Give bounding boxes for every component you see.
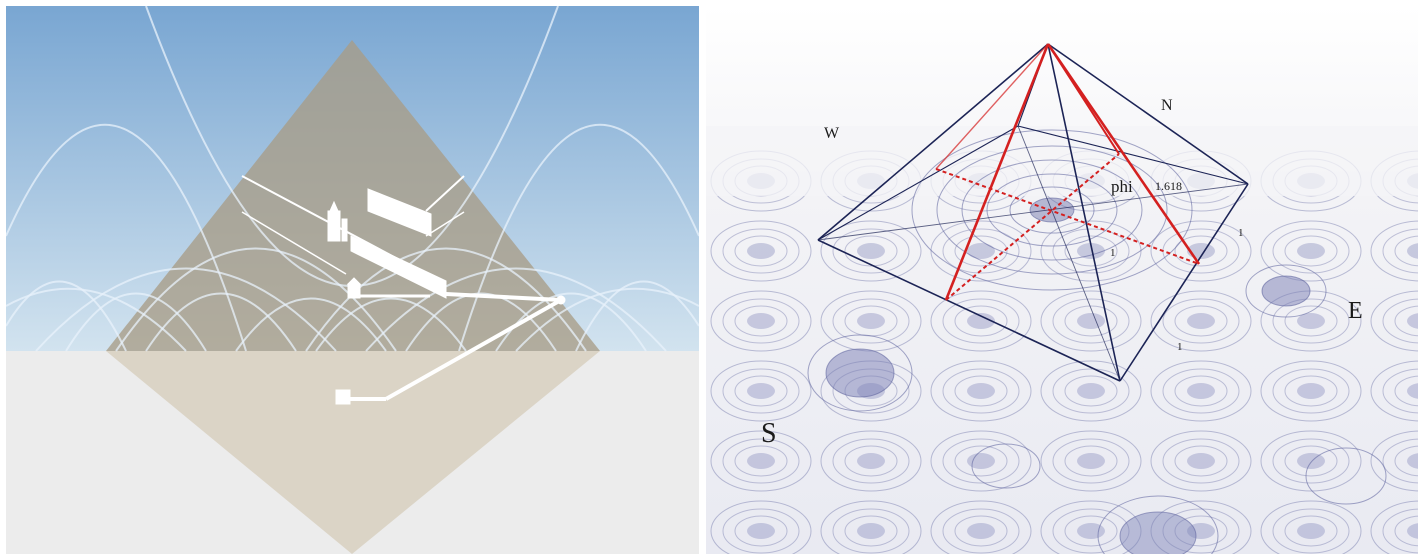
edge-apex-north [1047,43,1249,185]
unit-label-east-edge: 1 [1238,227,1244,239]
cross-section-illustration [6,6,699,554]
phi-apothems [935,43,1201,301]
edge-base-nw [817,125,1019,241]
compass-east: E [1348,298,1363,324]
phi-value-label: 1.618 [1155,179,1182,193]
central-ripple [911,129,1193,291]
unit-label-center: 1 [1110,247,1116,259]
phi-pyramid-illustration: W N E S phi 1.618 1 1 1 [706,6,1418,554]
diag-2 [1017,125,1121,382]
pyramid-phi-panel: W N E S phi 1.618 1 1 1 [706,6,1418,554]
wave-arcs [6,6,699,352]
compass-west: W [824,125,840,142]
compass-south: S [761,418,777,449]
edge-apex-west [817,43,1049,241]
edge-base-sw [817,239,1121,382]
phi-label: phi [1111,177,1133,196]
phi-midlines [935,153,1200,301]
edge-base-ne [1017,125,1249,185]
pyramid-cross-section-panel [6,6,699,554]
foreground-ripples [807,264,1387,554]
chambers [241,175,566,405]
edge-base-se [1119,183,1249,382]
pyramid-reflection [106,351,600,554]
compass-north: N [1161,97,1173,114]
unit-label-base: 1 [1177,341,1183,353]
diag-1 [817,183,1249,241]
pyramid-wireframe [817,43,1249,382]
edge-apex-south [1047,43,1121,382]
